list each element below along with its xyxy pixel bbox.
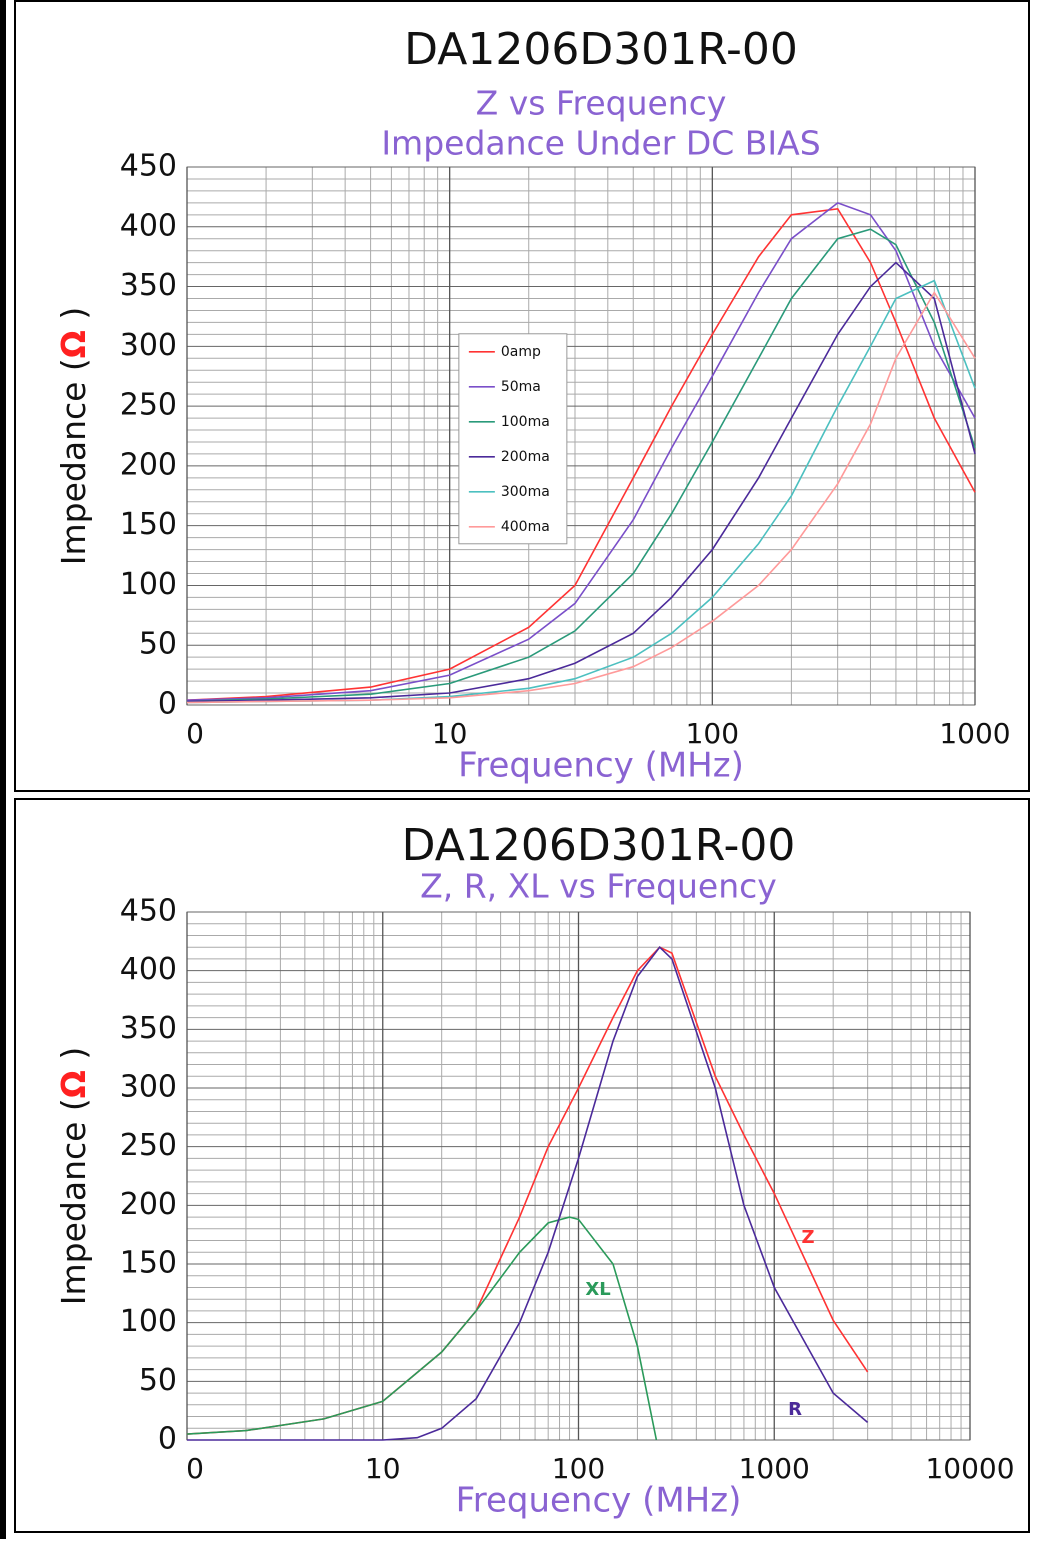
chart-title: DA1206D301R-00 (402, 820, 796, 871)
x-tick-label: 100 (552, 1452, 605, 1485)
x-tick-label: 100 (686, 717, 739, 750)
y-tick-label: 300 (120, 1070, 177, 1105)
series-line (186, 1216, 658, 1441)
series-label: Z (801, 1227, 814, 1248)
x-axis-label: Frequency (MHz) (456, 1481, 742, 1521)
series-line (187, 946, 869, 1441)
x-tick-label: 10 (432, 717, 468, 750)
y-tick-label: 150 (120, 507, 177, 542)
series-line (186, 207, 976, 701)
x-tick-label: 10000 (925, 1452, 1014, 1485)
y-tick-label: 400 (120, 952, 177, 987)
y-tick-label: 0 (158, 1422, 177, 1457)
chart-subtitle: Z vs Frequency (476, 84, 727, 123)
legend-box (458, 333, 568, 545)
y-tick-label: 100 (120, 567, 177, 602)
y-tick-label: 200 (120, 447, 177, 482)
x-tick-label: 0 (186, 717, 204, 750)
y-tick-label: 250 (120, 1128, 177, 1163)
series-line (186, 290, 976, 704)
series-line (186, 261, 976, 703)
legend-label: 100ma (501, 414, 550, 430)
legend-label: 50ma (501, 379, 541, 395)
y-axis-label-part: Ω (54, 330, 93, 358)
y-tick-label: 400 (120, 208, 177, 243)
x-tick-label: 1000 (739, 1452, 810, 1485)
y-tick-label: 0 (158, 687, 177, 722)
panel-border (14, 0, 1030, 792)
y-tick-label: 300 (120, 328, 177, 363)
panel-border (14, 798, 1030, 1533)
y-tick-label: 450 (120, 894, 177, 929)
plot-area (186, 166, 976, 706)
chart-subtitle: Impedance Under DC BIAS (381, 124, 820, 163)
y-axis-label-part: ) (54, 307, 93, 330)
y-tick-label: 100 (120, 1304, 177, 1339)
plot-background (186, 166, 976, 706)
y-tick-label: 50 (139, 627, 177, 662)
y-axis-label-part: Ω (54, 1070, 93, 1098)
y-axis-label: Impedance (Ω ) (54, 1047, 93, 1305)
legend-label: 400ma (501, 519, 550, 535)
series-label: R (788, 1399, 802, 1420)
series-line (186, 201, 976, 701)
y-tick-label: 200 (120, 1187, 177, 1222)
plot-area (186, 911, 971, 1441)
legend-label: 200ma (501, 449, 550, 465)
y-axis-label-part: Impedance ( (54, 1098, 93, 1305)
y-tick-label: 450 (120, 149, 177, 184)
y-tick-label: 350 (120, 268, 177, 303)
y-tick-label: 350 (120, 1011, 177, 1046)
y-axis-label-part: Impedance ( (54, 358, 93, 565)
series-line (186, 228, 976, 703)
legend-label: 300ma (501, 484, 550, 500)
left-bar (0, 0, 6, 1539)
y-tick-label: 250 (120, 388, 177, 423)
x-tick-label: 1000 (939, 717, 1010, 750)
y-axis-label-part: ) (54, 1047, 93, 1070)
x-tick-label: 0 (186, 1452, 204, 1485)
series-label: XL (585, 1279, 610, 1300)
y-tick-label: 150 (120, 1246, 177, 1281)
legend-label: 0amp (501, 344, 541, 360)
x-axis-label: Frequency (MHz) (458, 746, 744, 786)
chart-title: DA1206D301R-00 (404, 24, 798, 75)
chart-subtitle: Z, R, XL vs Frequency (420, 867, 777, 906)
y-tick-label: 50 (139, 1363, 177, 1398)
x-tick-label: 10 (365, 1452, 401, 1485)
y-axis-label: Impedance (Ω ) (54, 307, 93, 565)
